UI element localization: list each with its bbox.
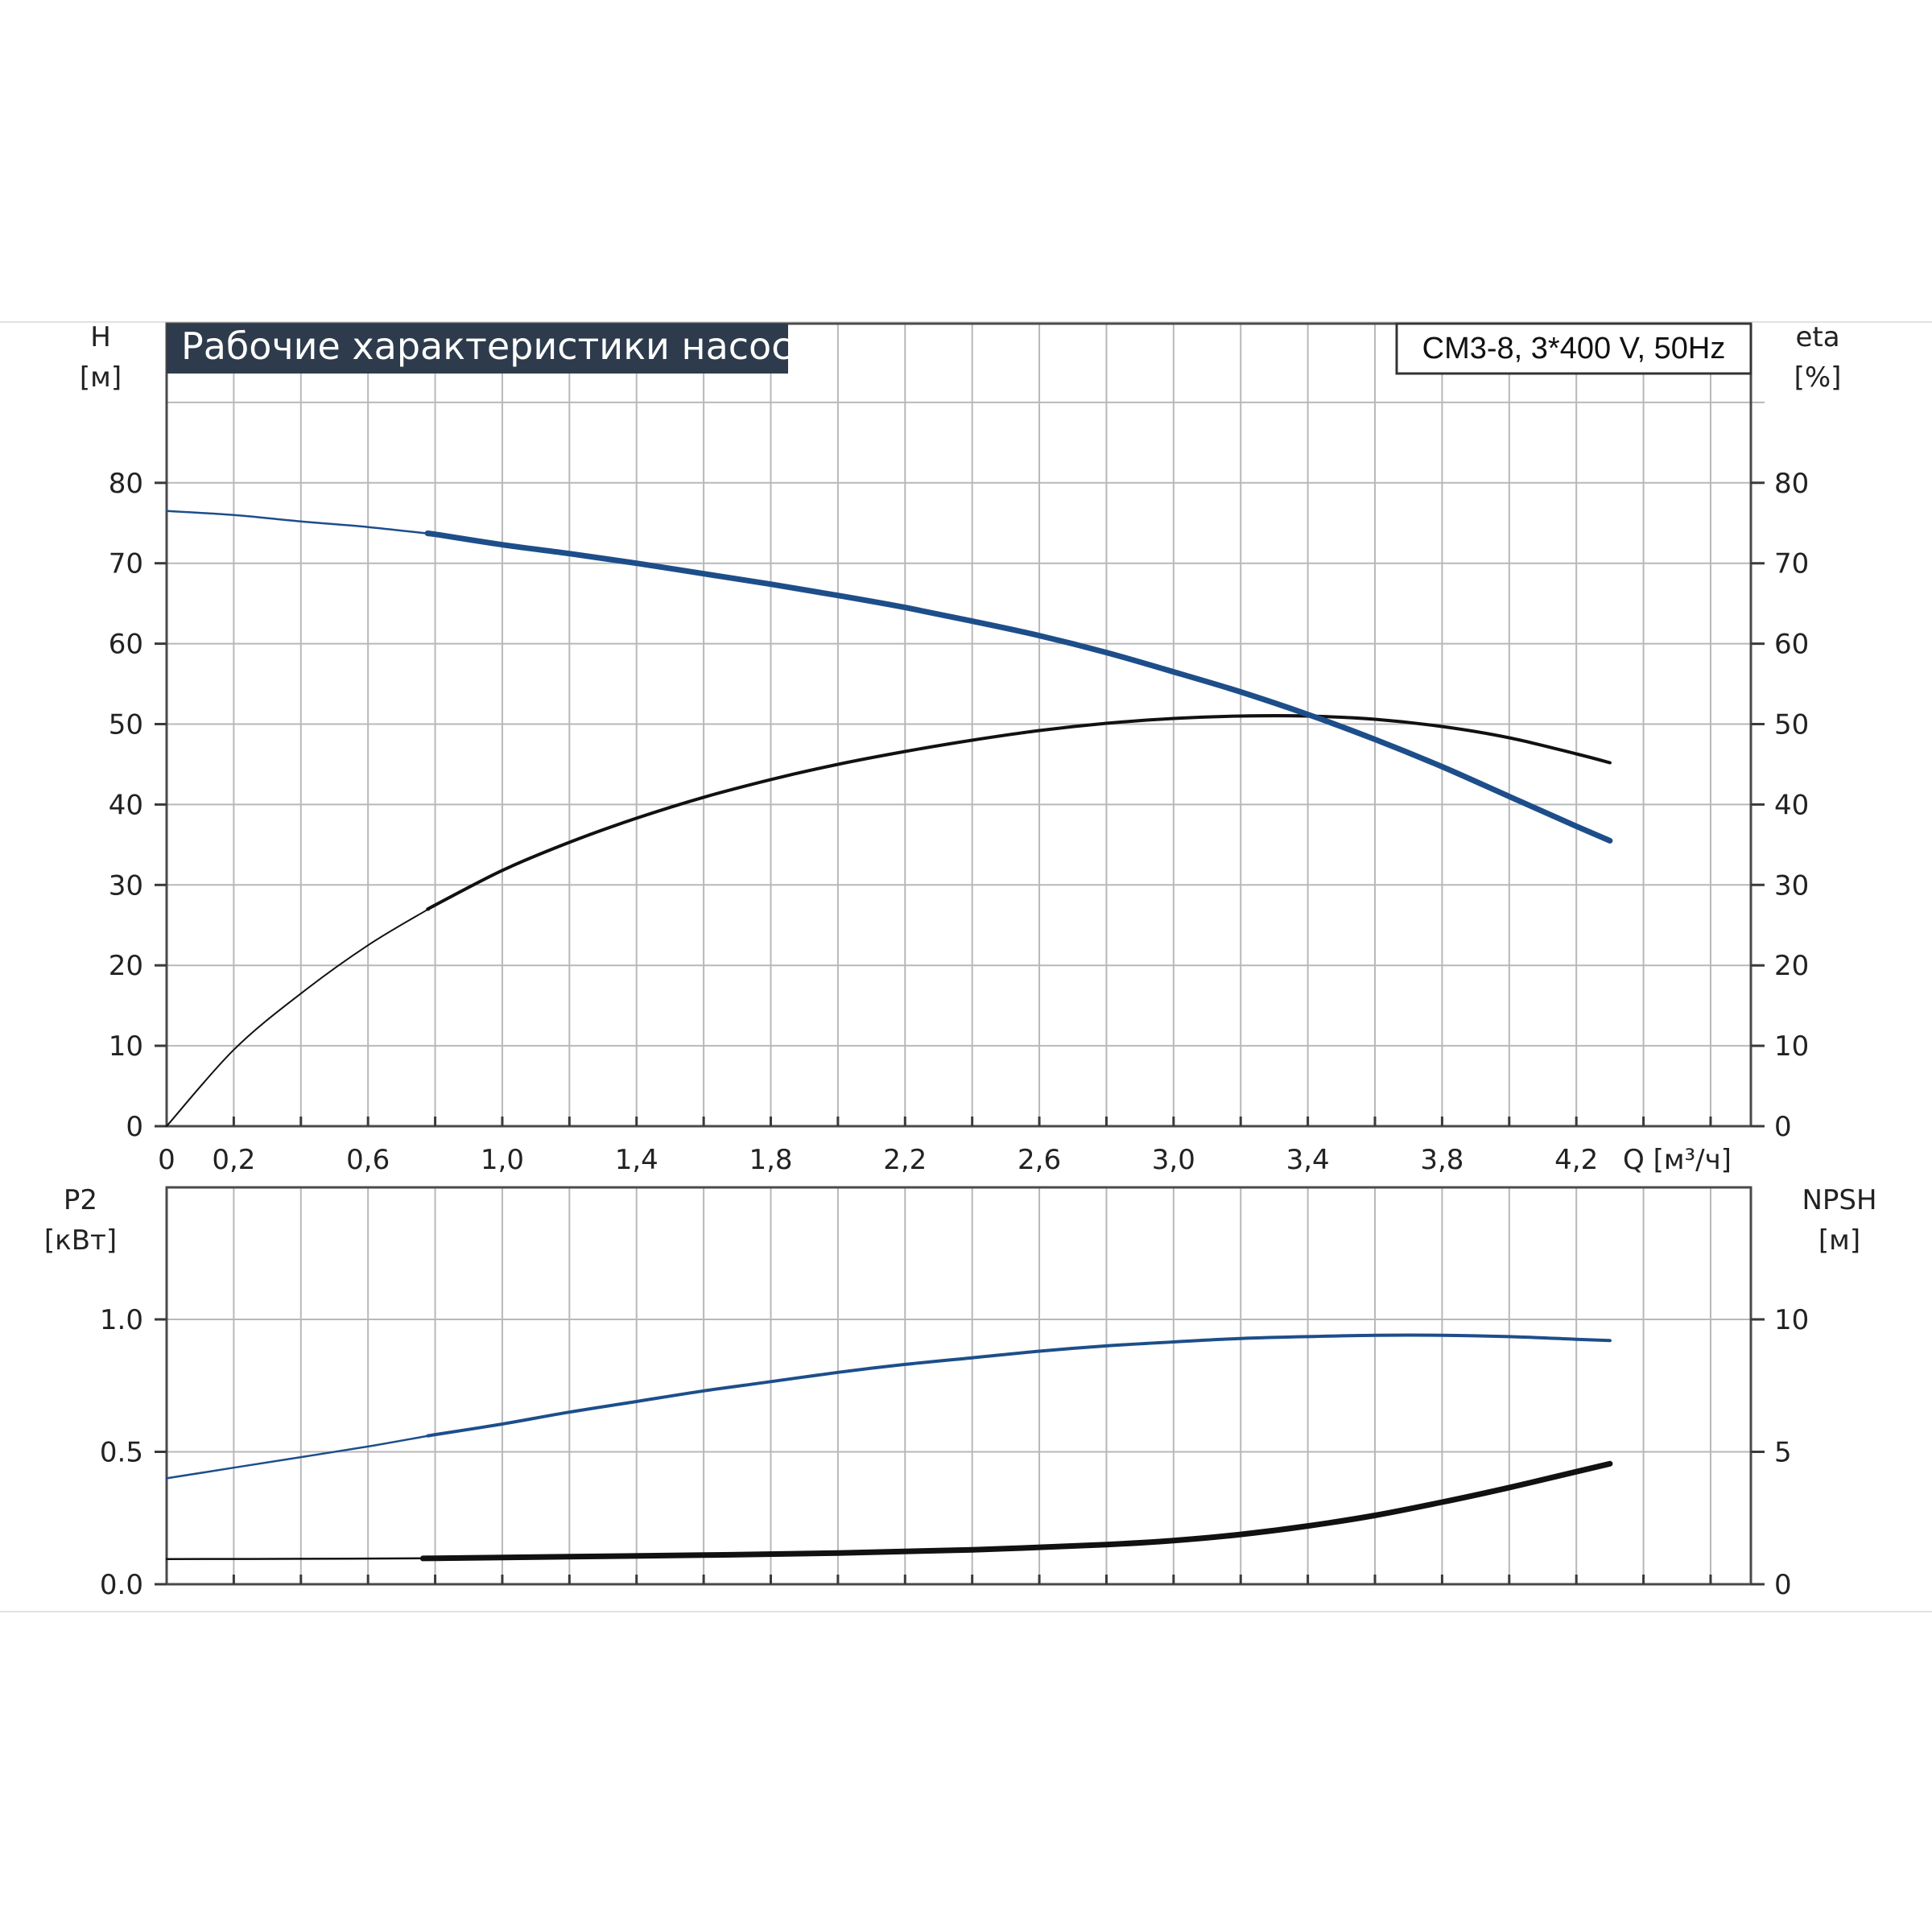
upper-grid [167,324,1765,1126]
lower-panel-power-npsh: 0.0 0.5 1.0 0 5 10 P2 [кВт] NPSH [м] [44,1184,1877,1601]
x-tick-labels: 0 0,2 0,6 1,0 1,4 1,8 2,2 2,6 3,0 3,4 3,8 4,2 [158,1144,1598,1176]
y-tick-label-right: 80 [1774,468,1809,500]
y-left-label-symbol: H [90,321,111,353]
model-label: CM3-8, 3*400 V, 50Hz [1422,332,1726,365]
y-tick-label-right: 70 [1774,548,1809,580]
y-tick-label-left: 60 [109,629,143,661]
y-tick-label-right: 60 [1774,629,1809,661]
lower-plot-frame [165,1186,1752,1586]
y-tick-label-right: 0 [1774,1111,1792,1143]
y-tick-label-right: 20 [1774,950,1809,982]
y-tick-label-left: 80 [109,468,143,500]
lower-y-tick-labels-right: 0 5 10 [1751,1304,1809,1601]
x-tick-label: 3,0 [1152,1144,1195,1176]
x-tick-label: 4,2 [1554,1144,1598,1176]
lower-curves [165,1333,1613,1562]
x-tick-label: 2,6 [1018,1144,1061,1176]
lower-y-tick-label-right: 5 [1774,1437,1792,1469]
y-tick-label-left: 30 [109,869,143,902]
y-tick-label-right: 50 [1774,709,1809,741]
x-tick-label: 1,0 [481,1144,524,1176]
x-tick-label: 1,4 [615,1144,658,1176]
x-tick-label: 1,8 [749,1144,792,1176]
power-curve-thin [165,1435,430,1480]
y-tick-label-left: 0 [126,1111,143,1143]
x-tick-label: 3,4 [1286,1144,1330,1176]
model-label-box [1395,322,1752,375]
x-tick-label: 0 [158,1144,175,1176]
y-left-label-unit: [м] [80,361,122,394]
lower-y-left-label-symbol: P2 [64,1184,97,1216]
upper-curves [165,510,1613,1127]
y-tick-label-right: 10 [1774,1030,1809,1063]
x-tick-label: 3,8 [1420,1144,1463,1176]
x-tick-label: 0,6 [346,1144,390,1176]
x-axis-label: Q [м³/ч] [1623,1144,1732,1176]
y-tick-label-left: 10 [109,1030,143,1063]
power-curve [426,1333,1612,1438]
npsh-curve-thin [165,1557,430,1560]
lower-y-tick-label-left: 0.0 [100,1569,143,1601]
y-tick-label-left: 50 [109,709,143,741]
upper-panel-head-efficiency: 0 10 20 30 40 50 60 70 80 0 10 20 30 40 50 60 70 80 0 0,2… [80,321,1842,1176]
lower-grid [167,1187,1751,1584]
x-tick-label: 2,2 [883,1144,927,1176]
y-tick-label-right: 40 [1774,789,1809,821]
chart-title: Рабочие характеристики насоса [181,324,815,368]
lower-x-ticks [232,1575,1712,1584]
lower-y-tick-label-left: 0.5 [100,1437,143,1469]
lower-y-tick-labels-left: 0.0 0.5 1.0 [100,1304,167,1601]
lower-y-tick-label-right: 0 [1774,1569,1792,1601]
upper-x-ticks [232,1117,1712,1126]
y-tick-label-left: 70 [109,548,143,580]
efficiency-curve [426,714,1612,911]
y-right-label-symbol: eta [1795,321,1839,353]
head-curve-thin [165,510,430,535]
y-right-label-unit: [%] [1794,361,1842,394]
x-tick-label: 0,2 [212,1144,255,1176]
lower-y-right-label-symbol: NPSH [1802,1184,1876,1216]
y-tick-label-left: 40 [109,789,143,821]
lower-y-left-label-unit: [кВт] [44,1224,117,1257]
title-banner [167,324,788,374]
lower-y-right-label-unit: [м] [1818,1224,1860,1257]
upper-y-tick-labels-left: 0 10 20 30 40 50 60 70 80 [109,468,167,1143]
y-tick-label-left: 20 [109,950,143,982]
npsh-curve [419,1460,1613,1562]
y-tick-label-right: 30 [1774,869,1809,902]
lower-y-tick-label-left: 1.0 [100,1304,143,1336]
efficiency-curve-thin [166,908,430,1127]
upper-y-tick-labels-right: 0 10 20 30 40 50 60 70 80 [1751,468,1809,1143]
head-curve [424,530,1613,844]
lower-y-tick-label-right: 10 [1774,1304,1809,1336]
